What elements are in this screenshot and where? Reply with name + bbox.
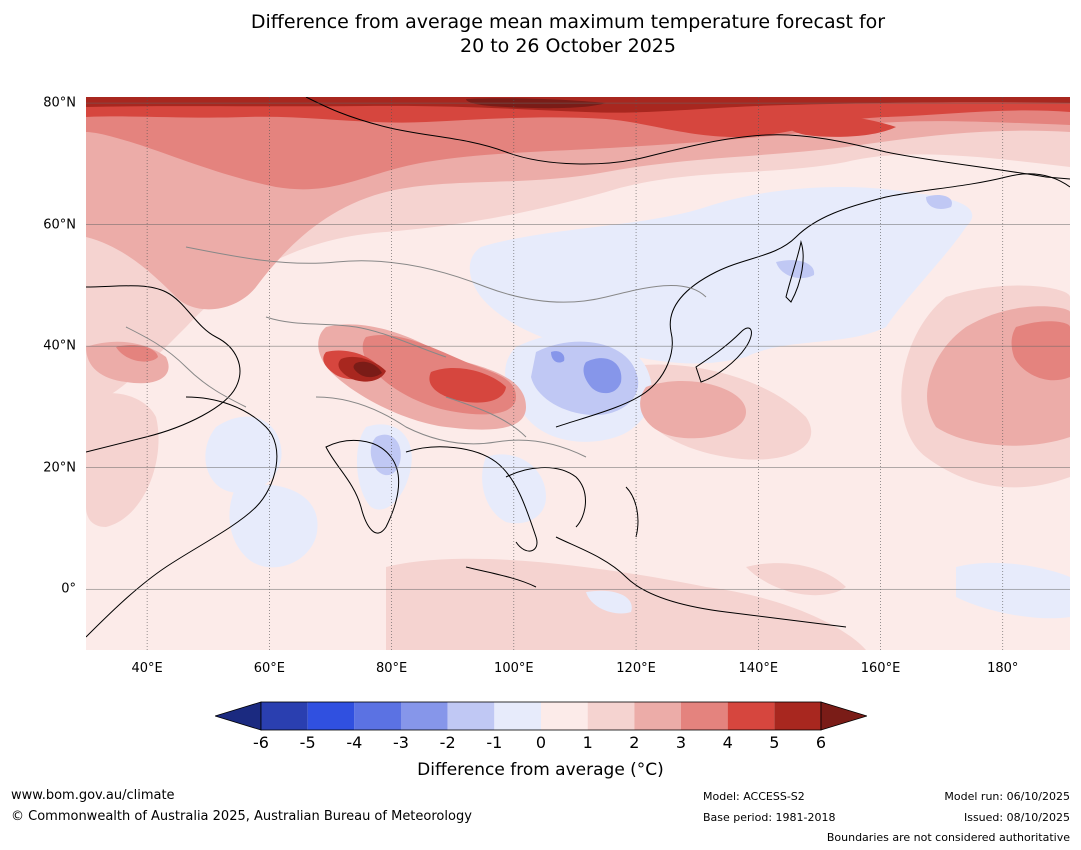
colorbar-tick-label: 5 [769,733,780,752]
lon-label: 140°E [738,661,779,676]
lat-label: 40°N [43,338,76,354]
colorbar-tick-label: -4 [346,733,363,752]
anomaly-map-canvas [86,97,1070,650]
colorbar-tick-label: 3 [675,733,687,752]
colorbar-segment [727,702,775,730]
meridian-gridlines [146,97,1004,650]
colorbar-segment [261,702,308,730]
lon-label: 160°E [860,661,901,676]
colorbar-segment [634,702,681,730]
lat-label: 0° [61,581,76,597]
colorbar-segment [587,702,635,730]
colorbar-extend-high [820,701,867,731]
anomaly-band-4-5 [86,97,1070,403]
issued-text: Issued: 08/10/2025 [963,811,1070,824]
lat-label: 80°N [43,95,76,111]
anomaly-band-neg3-neg2 [551,351,622,394]
disclaimer-text: Boundaries are not considered authoritat… [826,831,1070,844]
colorbar-segment [774,702,821,730]
colorbar-tick-label: 4 [722,733,733,752]
colorbar-tick-label: -6 [253,733,269,752]
lon-label: 100°E [494,661,534,676]
colorbar-tick-label: -5 [299,733,316,752]
map-title: Difference from average mean maximum tem… [250,11,886,57]
coastlines [86,97,1070,638]
colorbar-tick-label: 2 [629,733,640,752]
colorbar-segment [401,702,448,730]
colorbar-tick-label: 1 [582,733,593,752]
colorbar-tick-label: -2 [439,733,456,752]
colorbar [215,701,867,731]
forecast-map [86,97,1070,650]
colorbar-tick-label: -3 [393,733,409,752]
colorbar-tick-label: -1 [486,733,503,752]
base-period-text: Base period: 1981-2018 [703,811,836,824]
lon-label: 40°E [131,661,163,676]
lon-label: 80°E [375,661,408,676]
copyright-text: © Commonwealth of Australia 2025, Austra… [11,809,472,824]
colorbar-extend-low [215,701,262,731]
website-link[interactable]: www.bom.gov.au/climate [11,788,175,803]
model-text: Model: ACCESS-S2 [703,790,805,803]
lat-label: 60°N [43,217,76,233]
colorbar-tick-label: 0 [535,733,547,752]
colorbar-segment [447,702,495,730]
lon-label: 120°E [616,661,656,676]
lon-label: 60°E [253,661,285,676]
parallel-gridlines [86,102,1070,590]
colorbar-segment [307,702,355,730]
colorbar-segment [354,702,401,730]
model-run-text: Model run: 06/10/2025 [944,790,1070,803]
lon-label: 180° [987,661,1019,676]
colorbar-segment [494,702,541,730]
colorbar-tick-label: 6 [815,733,827,752]
lat-label: 20°N [43,460,76,476]
colorbar-segment [681,702,728,730]
colorbar-label: Difference from average (°C) [417,760,664,780]
colorbar-segment [541,702,588,730]
country-borders [125,246,707,458]
